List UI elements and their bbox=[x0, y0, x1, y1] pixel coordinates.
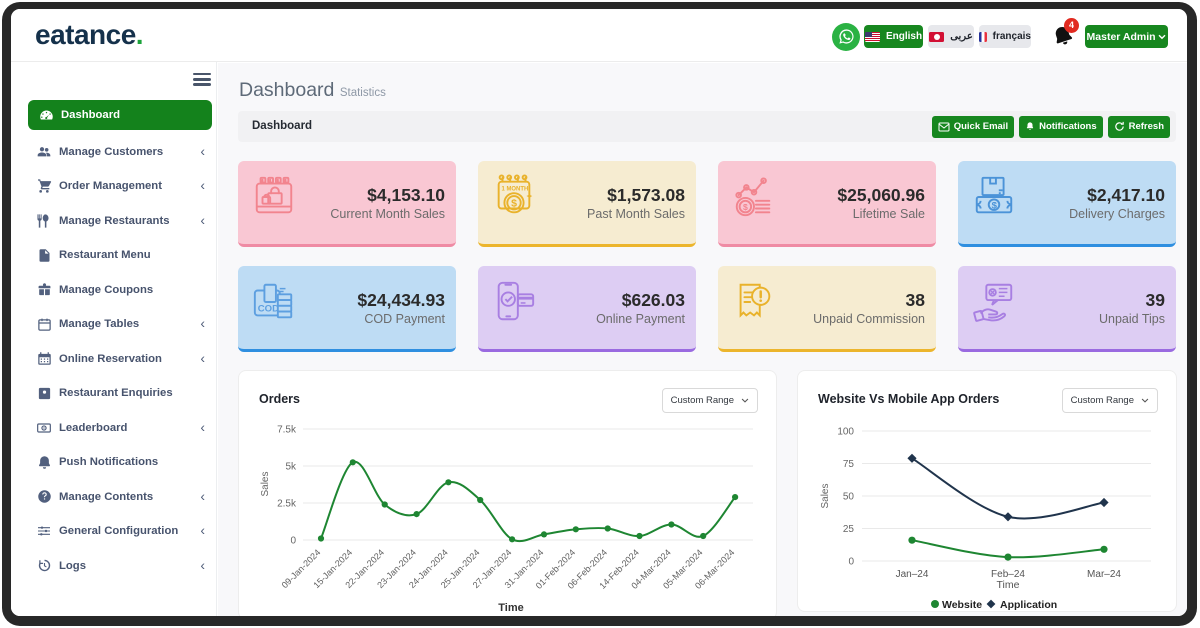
svg-text:Time: Time bbox=[997, 579, 1020, 591]
svg-text:Jan–24: Jan–24 bbox=[896, 569, 929, 580]
svg-text:100: 100 bbox=[837, 427, 854, 438]
svg-text:75: 75 bbox=[843, 459, 855, 470]
svg-text:0: 0 bbox=[290, 536, 296, 547]
svg-text:Sales: Sales bbox=[820, 483, 831, 508]
svg-text:1 MONTH: 1 MONTH bbox=[502, 186, 529, 192]
svg-text:COD: COD bbox=[258, 304, 279, 315]
svg-text:Time: Time bbox=[498, 602, 523, 614]
svg-text:50: 50 bbox=[843, 492, 855, 503]
svg-text:$: $ bbox=[992, 201, 998, 212]
svg-text:$: $ bbox=[743, 202, 748, 212]
svg-text:Feb–24: Feb–24 bbox=[991, 569, 1025, 580]
svg-text:2.5k: 2.5k bbox=[277, 499, 297, 510]
svg-text:Website: Website bbox=[942, 599, 982, 611]
svg-text:Mar–24: Mar–24 bbox=[1087, 569, 1121, 580]
svg-text:0: 0 bbox=[848, 557, 854, 568]
svg-text:$: $ bbox=[511, 198, 517, 210]
svg-text:Application: Application bbox=[1000, 599, 1057, 611]
svg-text:5k: 5k bbox=[285, 462, 297, 473]
svg-text:25: 25 bbox=[843, 524, 855, 535]
svg-text:7.5k: 7.5k bbox=[277, 425, 297, 436]
svg-text:Sales: Sales bbox=[260, 471, 271, 496]
